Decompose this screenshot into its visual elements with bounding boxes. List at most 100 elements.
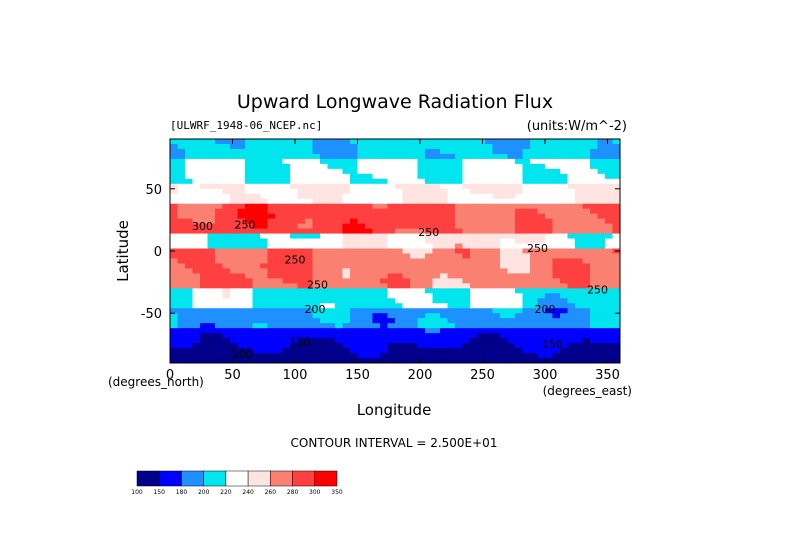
heatmap-cell — [282, 193, 291, 200]
heatmap-cell — [200, 348, 208, 354]
heatmap-cell — [575, 338, 583, 344]
heatmap-cell — [297, 268, 306, 274]
heatmap-cell — [185, 353, 193, 359]
heatmap-cell — [237, 318, 246, 324]
units-label: (units:W/m^-2) — [527, 119, 627, 134]
heatmap-cell — [582, 223, 591, 229]
heatmap-cell — [335, 263, 343, 269]
heatmap-cell — [507, 183, 516, 190]
heatmap-cell — [215, 148, 223, 155]
heatmap-cell — [417, 158, 426, 165]
heatmap-cell — [575, 213, 583, 220]
heatmap-cell — [290, 333, 298, 339]
heatmap-cell — [335, 183, 343, 190]
heatmap-cell — [275, 183, 283, 190]
heatmap-cell — [335, 293, 343, 299]
heatmap-cell — [470, 168, 478, 175]
heatmap-cell — [605, 283, 613, 289]
heatmap-cell — [432, 228, 441, 234]
heatmap-cell — [447, 353, 456, 359]
heatmap-cell — [305, 248, 313, 254]
heatmap-cell — [590, 288, 598, 294]
heatmap-cell — [612, 213, 621, 220]
heatmap-cell — [350, 313, 358, 319]
heatmap-cell — [305, 298, 313, 304]
heatmap-cell — [350, 173, 358, 180]
heatmap-cell — [200, 318, 208, 324]
heatmap-cell — [530, 153, 538, 160]
heatmap-cell — [252, 348, 261, 354]
heatmap-cell — [222, 178, 231, 185]
heatmap-cell — [492, 139, 501, 145]
heatmap-cell — [597, 323, 606, 329]
heatmap-cell — [462, 183, 471, 190]
heatmap-cell — [275, 148, 283, 155]
heatmap-cell — [305, 218, 313, 225]
heatmap-cell — [177, 328, 186, 334]
heatmap-cell — [492, 328, 501, 334]
heatmap-cell — [192, 318, 201, 324]
heatmap-cell — [215, 213, 223, 220]
heatmap-cell — [545, 353, 553, 359]
heatmap-cell — [537, 153, 546, 160]
heatmap-cell — [275, 318, 283, 324]
heatmap-cell — [425, 183, 433, 190]
heatmap-cell — [320, 333, 328, 339]
heatmap-cell — [515, 303, 523, 309]
heatmap-cell — [207, 308, 216, 314]
heatmap-cell — [582, 183, 591, 190]
heatmap-cell — [297, 288, 306, 294]
heatmap-cell — [275, 178, 283, 185]
heatmap-cell — [215, 178, 223, 185]
heatmap-cell — [282, 163, 291, 170]
heatmap-cell — [252, 278, 261, 284]
heatmap-cell — [237, 218, 246, 225]
heatmap-cell — [545, 313, 553, 319]
heatmap-cell — [207, 338, 216, 344]
heatmap-cell — [170, 213, 178, 220]
heatmap-cell — [200, 338, 208, 344]
heatmap-cell — [357, 218, 366, 225]
heatmap-cell — [275, 238, 283, 244]
heatmap-cell — [267, 283, 276, 289]
heatmap-cell — [470, 258, 478, 264]
heatmap-cell — [537, 328, 546, 334]
heatmap-cell — [305, 318, 313, 324]
heatmap-cell — [567, 258, 576, 264]
heatmap-cell — [455, 163, 463, 170]
heatmap-cell — [425, 238, 433, 244]
heatmap-cell — [402, 303, 411, 309]
heatmap-cell — [552, 343, 561, 349]
heatmap-cell — [507, 233, 516, 239]
heatmap-cell — [185, 248, 193, 254]
heatmap-cell — [290, 158, 298, 165]
heatmap-cell — [425, 323, 433, 329]
heatmap-cell — [267, 193, 276, 200]
heatmap-cell — [567, 263, 576, 269]
heatmap-cell — [545, 168, 553, 175]
heatmap-cell — [342, 283, 351, 289]
heatmap-cell — [500, 263, 508, 269]
heatmap-cell — [207, 313, 216, 319]
heatmap-cell — [395, 263, 403, 269]
heatmap-cell — [387, 153, 396, 160]
heatmap-cell — [552, 283, 561, 289]
heatmap-cell — [267, 338, 276, 344]
heatmap-cell — [185, 313, 193, 319]
heatmap-cell — [320, 298, 328, 304]
heatmap-cell — [282, 268, 291, 274]
heatmap-cell — [500, 298, 508, 304]
heatmap-cell — [612, 233, 621, 239]
heatmap-cell — [537, 223, 546, 229]
heatmap-cell — [492, 143, 501, 150]
contour-label: 150 — [542, 338, 563, 351]
x-tick-label: 150 — [345, 368, 370, 383]
heatmap-cell — [432, 163, 441, 170]
heatmap-cell — [200, 268, 208, 274]
heatmap-cell — [567, 313, 576, 319]
heatmap-cell — [350, 273, 358, 279]
heatmap-cell — [380, 158, 388, 165]
heatmap-cell — [395, 178, 403, 185]
heatmap-cell — [267, 273, 276, 279]
heatmap-cell — [477, 303, 486, 309]
